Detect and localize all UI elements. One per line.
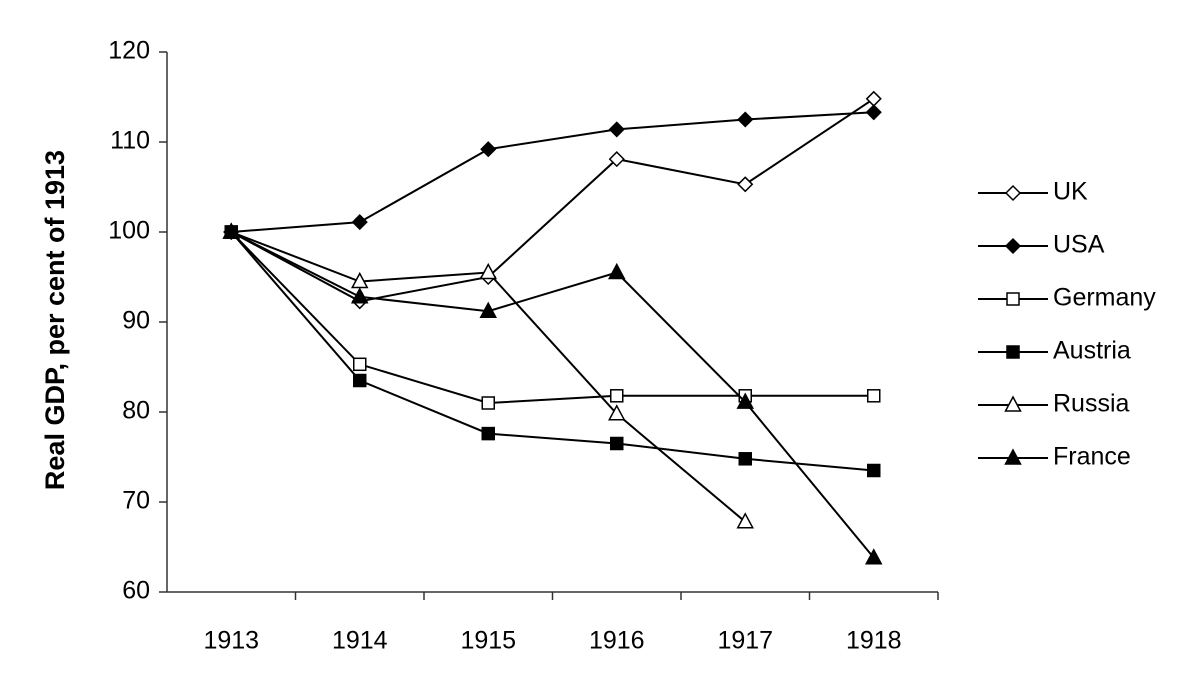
marker	[736, 512, 755, 529]
marker	[351, 214, 368, 231]
legend-marker	[1006, 345, 1020, 359]
x-tick-label: 1913	[203, 627, 259, 655]
marker	[738, 452, 752, 466]
y-tick-label: 70	[122, 487, 150, 515]
marker	[737, 111, 754, 128]
legend-marker	[1004, 184, 1022, 202]
y-tick-label: 90	[122, 307, 150, 335]
x-tick-label: 1914	[332, 627, 388, 655]
marker	[222, 222, 241, 239]
y-tick-label: 100	[108, 217, 150, 245]
marker	[350, 287, 369, 304]
x-tick-label: 1915	[460, 627, 516, 655]
legend-label: Germany	[1053, 284, 1156, 312]
marker	[607, 262, 626, 280]
legend-marker	[1004, 448, 1022, 465]
marker	[479, 262, 498, 280]
marker	[867, 463, 881, 478]
legend-marker	[1006, 292, 1020, 306]
series-line	[230, 231, 874, 472]
legend-marker	[1004, 395, 1022, 412]
marker	[607, 404, 626, 421]
y-tick-label: 60	[122, 577, 150, 605]
x-tick-label: 1918	[846, 627, 902, 655]
marker	[480, 141, 497, 158]
marker	[736, 392, 755, 409]
series-line	[231, 111, 874, 233]
marker	[608, 151, 625, 168]
marker	[610, 436, 624, 451]
series-line	[230, 231, 874, 405]
marker	[353, 373, 367, 388]
y-tick-label: 80	[122, 397, 150, 425]
marker	[864, 548, 883, 565]
legend-label: UK	[1053, 178, 1088, 206]
marker	[610, 389, 624, 403]
y-tick-label: 120	[108, 37, 150, 65]
marker	[479, 301, 498, 318]
legend-label: Austria	[1053, 337, 1131, 365]
series-line	[230, 231, 875, 559]
x-tick-label: 1917	[717, 627, 773, 655]
y-tick-label: 110	[110, 127, 150, 155]
marker	[737, 176, 754, 193]
marker	[481, 426, 495, 441]
legend-marker	[1004, 237, 1022, 255]
marker	[481, 396, 495, 410]
marker	[608, 121, 625, 138]
legend-label: Russia	[1053, 390, 1130, 418]
legend-label: USA	[1053, 231, 1105, 259]
marker	[865, 104, 882, 121]
x-tick-label: 1916	[589, 627, 645, 655]
y-axis-label: Real GDP, per cent of 1913	[40, 150, 70, 490]
legend-label: France	[1053, 443, 1131, 471]
marker	[867, 389, 881, 403]
series-line	[230, 97, 875, 303]
marker	[353, 357, 367, 372]
